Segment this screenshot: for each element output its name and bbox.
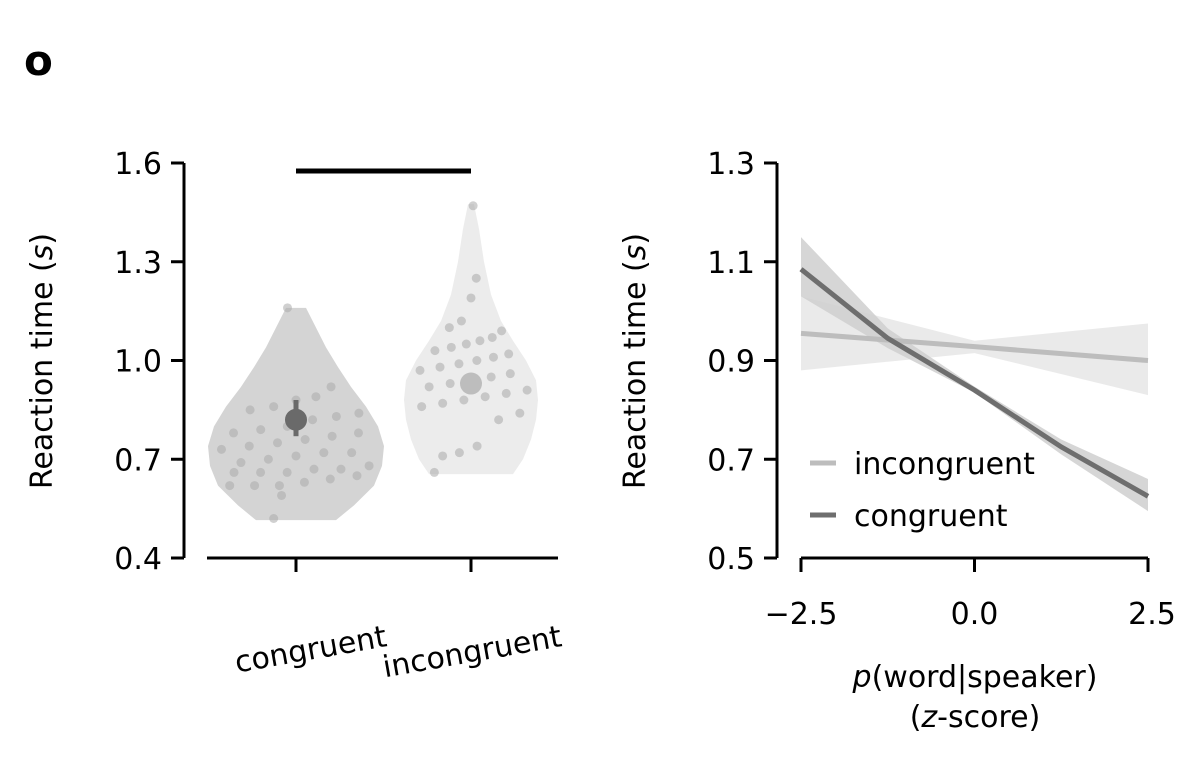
data-point-congruent [311, 392, 321, 402]
data-point-congruent [282, 467, 292, 477]
x-tick-label: −2.5 [765, 597, 838, 632]
violin-incongruent [404, 204, 538, 475]
data-point-congruent [245, 405, 255, 415]
y-tick-label: 1.1 [707, 246, 755, 281]
data-point-incongruent [444, 323, 454, 333]
data-point-incongruent [515, 408, 525, 418]
violin-chart: 0.4 0.7 1.0 1.3 1.6 Reaction time (s) congruen… [25, 147, 565, 685]
data-point-congruent [326, 382, 336, 392]
data-point-congruent [299, 477, 309, 487]
data-point-incongruent [486, 372, 496, 382]
data-point-congruent [250, 481, 260, 491]
data-point-incongruent [461, 339, 471, 349]
regression-line-congruent [799, 267, 1150, 499]
data-point-congruent [352, 471, 362, 481]
data-point-congruent [308, 415, 318, 425]
data-point-incongruent [504, 349, 514, 359]
data-point-congruent [327, 431, 337, 441]
y-tick-label: 1.6 [114, 147, 162, 182]
data-point-congruent [309, 464, 319, 474]
data-point-incongruent [505, 369, 515, 379]
data-point-incongruent [468, 201, 478, 211]
x-axis-label-line1: p(word|speaker) [852, 660, 1098, 695]
data-point-incongruent [488, 352, 498, 362]
data-point-congruent [336, 464, 346, 474]
legend-label-congruent: congruent [854, 499, 1008, 534]
data-point-incongruent [487, 332, 497, 342]
data-point-congruent [300, 435, 310, 444]
mean-marker-congruent [285, 408, 307, 431]
data-point-congruent [353, 428, 363, 438]
y-tick-label: 0.7 [114, 443, 162, 478]
data-point-incongruent [438, 451, 448, 461]
data-point-incongruent [454, 359, 464, 369]
y-tick-label: 1.3 [707, 147, 755, 182]
x-tick-label: 0.0 [951, 597, 999, 632]
x-tick-label: 2.5 [1128, 597, 1176, 632]
data-point-incongruent [456, 316, 466, 326]
regression-line-chart: 0.5 0.7 0.9 1.1 1.3 −2.5 0.0 2.5 Reaction time (… [618, 147, 1176, 735]
y-axis-label: Reaction time (s) [618, 233, 653, 489]
data-point-congruent [236, 458, 246, 468]
data-point-incongruent [430, 346, 440, 356]
data-point-incongruent [501, 388, 511, 398]
data-point-incongruent [459, 395, 469, 405]
data-point-congruent [354, 408, 364, 418]
x-tick-label-congruent: congruent [232, 619, 389, 680]
data-point-congruent [216, 444, 226, 454]
data-point-incongruent [417, 402, 427, 412]
data-point-incongruent [429, 467, 439, 477]
ci-band-congruent [801, 237, 1148, 512]
legend-label-incongruent: incongruent [854, 447, 1035, 482]
data-point-incongruent [424, 382, 434, 392]
data-point-congruent [291, 451, 301, 461]
data-point-incongruent [480, 392, 490, 402]
data-point-incongruent [438, 398, 448, 408]
data-point-incongruent [466, 293, 476, 303]
data-point-incongruent [472, 441, 482, 451]
data-point-congruent [319, 448, 329, 458]
data-point-congruent [283, 303, 292, 313]
y-axis-label: Reaction time (s) [25, 233, 60, 489]
data-point-congruent [229, 428, 239, 438]
data-point-incongruent [472, 356, 482, 365]
data-point-congruent [325, 474, 335, 484]
y-tick-label: 0.7 [707, 443, 755, 478]
regression-line-incongruent [800, 330, 1149, 363]
data-point-incongruent [497, 326, 507, 336]
data-point-congruent [269, 514, 279, 523]
data-point-incongruent [415, 365, 425, 375]
y-tick-label: 0.5 [707, 542, 755, 577]
panel-label: o [24, 36, 53, 85]
data-point-incongruent [445, 379, 455, 389]
data-point-congruent [364, 461, 374, 471]
x-axis-label-line2: (z-score) [910, 700, 1041, 735]
y-tick-label: 0.4 [114, 542, 162, 577]
y-tick-label: 1.3 [114, 246, 162, 281]
data-point-congruent [263, 454, 273, 464]
data-point-incongruent [475, 336, 485, 346]
data-point-congruent [269, 402, 279, 412]
data-point-congruent [331, 411, 341, 421]
data-point-incongruent [494, 415, 504, 425]
y-tick-label: 0.9 [707, 345, 755, 380]
data-point-congruent [277, 490, 287, 500]
data-point-incongruent [454, 448, 464, 458]
data-point-congruent [274, 481, 284, 491]
data-point-incongruent [446, 342, 456, 352]
data-point-congruent [244, 441, 254, 451]
y-tick-label: 1.0 [114, 345, 162, 380]
data-point-congruent [225, 481, 235, 491]
data-point-congruent [273, 438, 283, 448]
data-point-incongruent [471, 273, 481, 283]
data-point-congruent [256, 467, 266, 477]
data-point-incongruent [522, 385, 532, 395]
data-point-congruent [347, 448, 357, 458]
data-point-incongruent [435, 362, 445, 372]
x-tick-label-incongruent: incongruent [380, 619, 564, 685]
data-point-congruent [229, 467, 239, 477]
data-point-congruent [256, 425, 266, 435]
mean-marker-incongruent [460, 372, 482, 395]
